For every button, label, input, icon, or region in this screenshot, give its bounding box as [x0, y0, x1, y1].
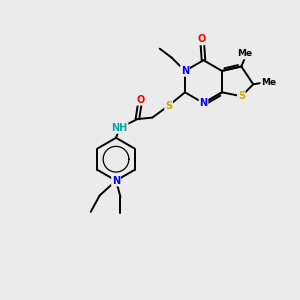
Text: N: N	[181, 66, 189, 76]
Text: Me: Me	[237, 50, 252, 58]
Text: Me: Me	[261, 78, 276, 87]
Text: N: N	[112, 176, 120, 186]
Text: O: O	[136, 95, 145, 105]
Text: O: O	[198, 34, 206, 44]
Text: S: S	[238, 91, 245, 101]
Text: S: S	[165, 101, 172, 111]
Text: N: N	[200, 98, 208, 108]
Text: NH: NH	[112, 123, 128, 133]
